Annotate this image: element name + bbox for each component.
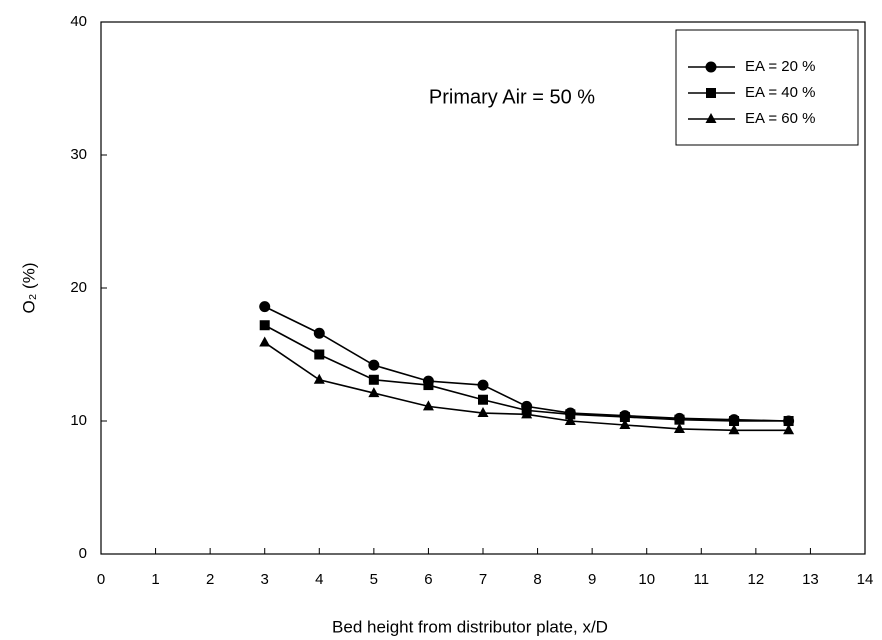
marker: [619, 412, 630, 423]
x-tick-label: 1: [151, 571, 159, 588]
marker: [564, 415, 576, 425]
annotation: Primary Air = 50 %: [429, 86, 595, 108]
y-axis-label: O₂ (%): [19, 263, 38, 314]
marker: [673, 422, 685, 433]
marker: [477, 379, 489, 391]
marker: [422, 400, 434, 411]
x-tick-label: 9: [588, 571, 596, 588]
marker: [423, 380, 434, 391]
legend-label: EA = 40 %: [745, 84, 815, 101]
marker: [619, 418, 631, 429]
marker: [728, 424, 740, 435]
x-tick-label: 5: [370, 571, 378, 588]
marker: [705, 113, 717, 123]
x-tick-label: 6: [424, 571, 432, 588]
y-tick-label: 20: [70, 279, 87, 296]
y-tick-label: 10: [70, 412, 87, 429]
marker: [783, 424, 795, 435]
marker: [477, 407, 489, 418]
marker: [368, 387, 380, 398]
legend-label: EA = 60 %: [745, 110, 815, 127]
y-tick-label: 40: [70, 13, 87, 30]
marker: [783, 416, 794, 426]
marker: [521, 408, 533, 419]
marker: [313, 327, 325, 339]
x-tick-label: 2: [206, 571, 214, 588]
x-tick-label: 14: [857, 571, 874, 588]
marker: [368, 359, 380, 371]
marker: [706, 88, 716, 98]
y-tick-label: 30: [70, 146, 87, 163]
marker: [705, 61, 717, 73]
x-tick-label: 13: [802, 571, 819, 588]
x-tick-label: 3: [261, 571, 269, 588]
marker: [368, 374, 379, 385]
legend-label: EA = 20 %: [745, 58, 815, 75]
marker: [674, 414, 685, 425]
legend-box: [675, 29, 859, 146]
marker: [565, 409, 576, 420]
x-axis-label: Bed height from distributor plate, x/D: [332, 617, 608, 636]
marker: [314, 349, 325, 360]
marker: [259, 301, 271, 313]
y-tick-label: 0: [79, 545, 87, 562]
marker: [729, 416, 740, 426]
x-tick-label: 12: [748, 571, 765, 588]
marker: [259, 336, 271, 347]
x-tick-label: 10: [638, 571, 655, 588]
marker: [259, 320, 270, 331]
marker: [313, 373, 325, 384]
x-tick-label: 7: [479, 571, 487, 588]
marker: [478, 394, 488, 405]
x-tick-label: 4: [315, 571, 323, 588]
x-tick-label: 11: [693, 571, 709, 588]
x-tick-label: 8: [533, 571, 541, 588]
x-tick-label: 0: [97, 571, 105, 588]
